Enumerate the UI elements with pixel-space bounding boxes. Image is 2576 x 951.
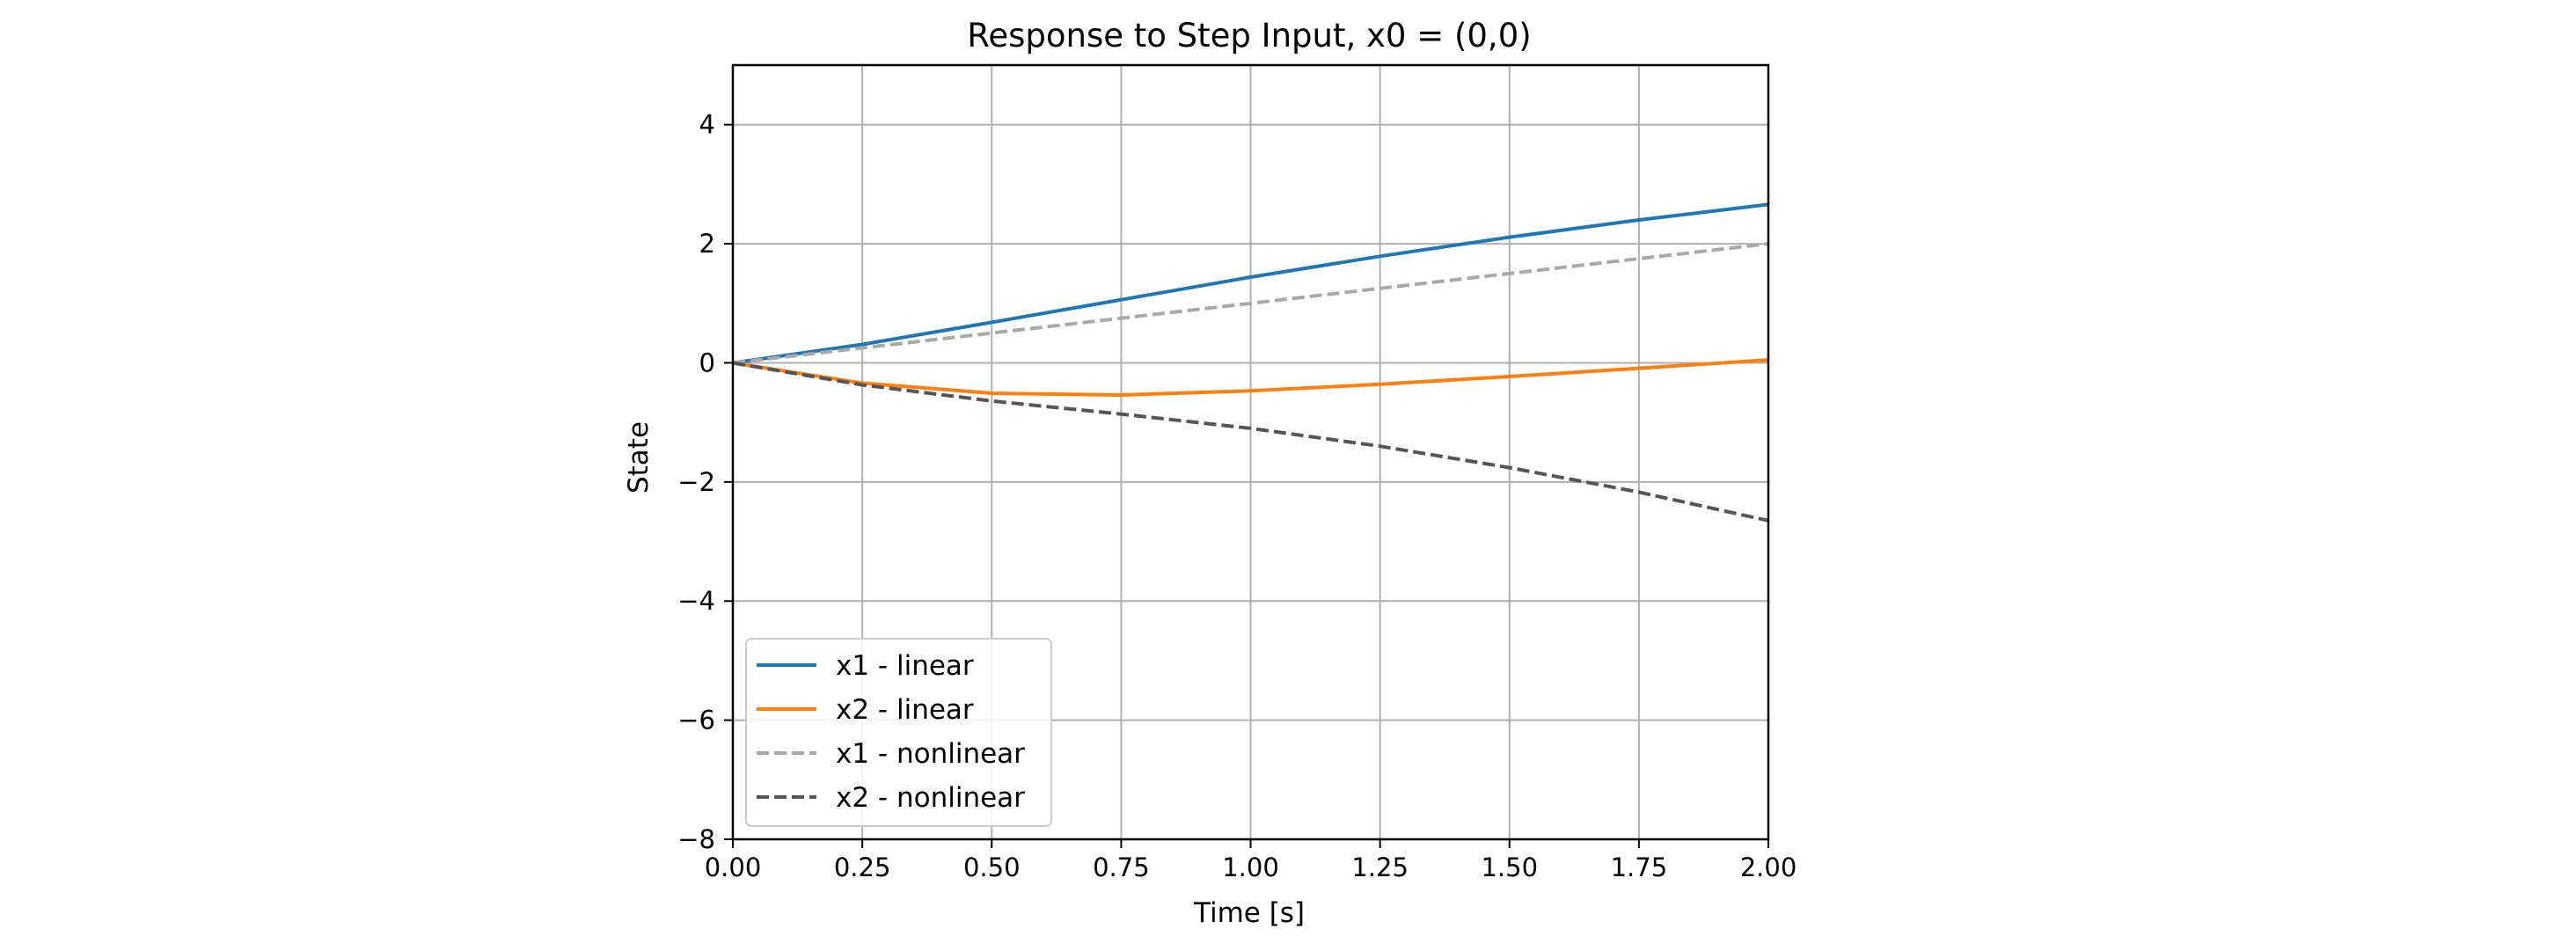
- legend-box: [745, 638, 1052, 827]
- y-tick-label: −6: [677, 706, 715, 735]
- y-tick-label: −8: [677, 824, 715, 854]
- y-tick-label: 4: [699, 110, 715, 140]
- legend-label-3: x1 - nonlinear: [836, 738, 1025, 770]
- x-tick-label: 1.50: [1481, 852, 1538, 882]
- x-tick-label: 2.00: [1740, 852, 1797, 882]
- y-tick-label: 2: [699, 229, 715, 259]
- x-axis-label: Time [s]: [1193, 897, 1305, 929]
- series-line-3: [732, 242, 1769, 365]
- plot-area: 0.00 0.25 0.50 0.75 1.00 1.25 1.50 1.75 2.00 −8 −6…: [677, 63, 1797, 882]
- y-axis-label: State: [623, 421, 655, 494]
- legend-label-2: x2 - linear: [836, 694, 974, 726]
- x-tick-label: 0.50: [963, 852, 1021, 882]
- legend-label-1: x1 - linear: [836, 650, 974, 682]
- y-tick-label: −4: [677, 586, 715, 616]
- x-tick-label: 0.00: [705, 852, 762, 882]
- series-line-2: [732, 358, 1769, 397]
- x-tick-label: 0.75: [1093, 852, 1150, 882]
- series-line-1: [732, 202, 1769, 365]
- series-line-4: [732, 361, 1769, 523]
- y-tick-label: −2: [677, 467, 715, 497]
- legend-label-4: x2 - nonlinear: [836, 782, 1025, 814]
- y-tick-label: 0: [699, 347, 715, 377]
- x-tick-label: 0.25: [834, 852, 891, 882]
- chart-title: Response to Step Input, x0 = (0,0): [967, 17, 1531, 55]
- x-tick-label: 1.00: [1222, 852, 1279, 882]
- x-tick-label: 1.25: [1351, 852, 1409, 882]
- x-tick-label: 1.75: [1611, 852, 1668, 882]
